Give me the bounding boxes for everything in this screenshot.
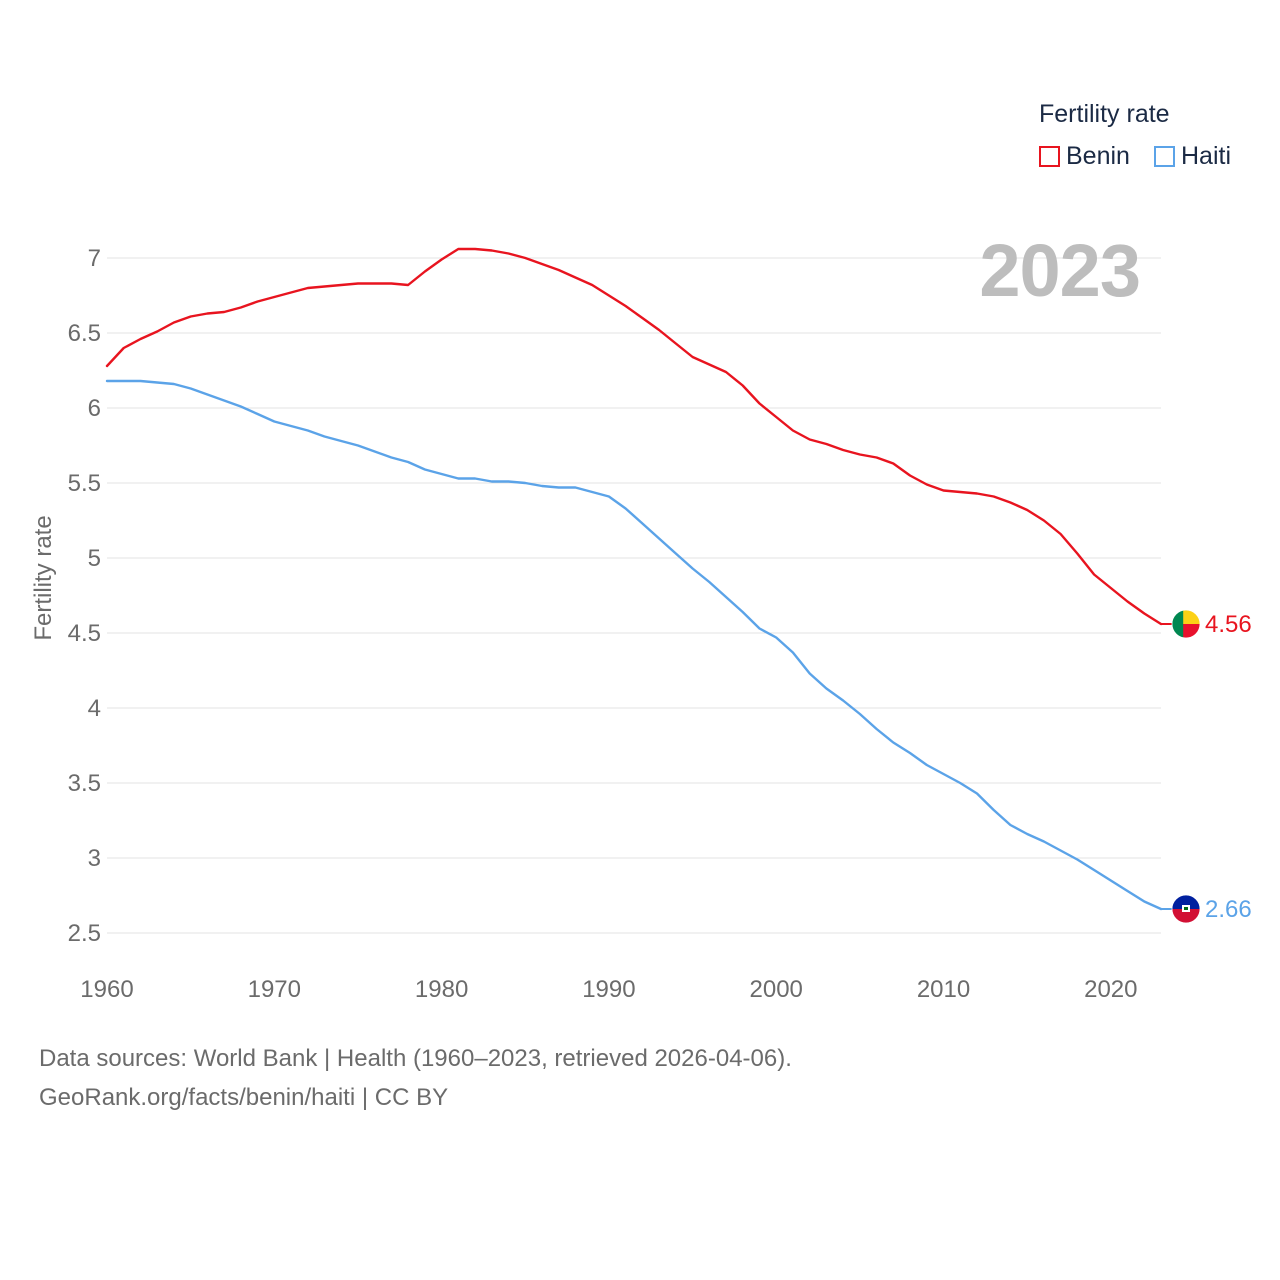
y-tick-label: 7 (88, 245, 101, 272)
y-tick-label: 5 (88, 545, 101, 572)
legend-swatch-benin (1039, 146, 1060, 167)
y-tick-label: 3 (88, 845, 101, 872)
data-source-text: Data sources: World Bank | Health (1960–… (39, 1045, 792, 1072)
source-url-text[interactable]: GeoRank.org/facts/benin/haiti | CC BY (39, 1084, 449, 1111)
end-value-label-haiti: 2.66 (1205, 896, 1252, 923)
legend-item-benin[interactable]: Benin (1039, 142, 1130, 171)
end-markers: 4.56 2.66 (1161, 609, 1252, 924)
x-axis-ticks: 1960 1970 1980 1990 2000 2010 2020 (80, 976, 1137, 1003)
y-tick-label: 4.5 (68, 620, 101, 647)
y-axis-label: Fertility rate (30, 515, 57, 640)
benin-flag-icon (1171, 609, 1201, 639)
x-tick-label: 2010 (917, 976, 970, 1003)
end-value-label-benin: 4.56 (1205, 611, 1252, 638)
y-tick-label: 3.5 (68, 770, 101, 797)
x-tick-label: 2000 (750, 976, 803, 1003)
y-tick-label: 5.5 (68, 470, 101, 497)
series-line-benin[interactable] (105, 247, 1163, 626)
y-tick-label: 6.5 (68, 320, 101, 347)
y-tick-label: 6 (88, 395, 101, 422)
legend-label-benin: Benin (1066, 142, 1130, 170)
legend-item-haiti[interactable]: Haiti (1154, 142, 1231, 171)
x-tick-label: 2020 (1084, 976, 1137, 1003)
y-axis-ticks: 2.5 3 3.5 4 4.5 5 5.5 6 6.5 7 (68, 245, 101, 947)
series-line-haiti[interactable] (105, 379, 1163, 911)
x-tick-label: 1960 (80, 976, 133, 1003)
x-tick-label: 1970 (248, 976, 301, 1003)
legend-swatch-haiti (1154, 146, 1175, 167)
y-tick-label: 4 (88, 695, 101, 722)
y-tick-label: 2.5 (68, 920, 101, 947)
x-tick-label: 1990 (582, 976, 635, 1003)
haiti-flag-icon (1171, 894, 1201, 924)
year-stamp: 2023 (979, 229, 1141, 312)
series-lines (105, 247, 1163, 911)
legend-title: Fertility rate (1039, 100, 1170, 128)
legend-label-haiti: Haiti (1181, 142, 1232, 170)
gridlines (107, 257, 1161, 934)
x-tick-label: 1980 (415, 976, 468, 1003)
